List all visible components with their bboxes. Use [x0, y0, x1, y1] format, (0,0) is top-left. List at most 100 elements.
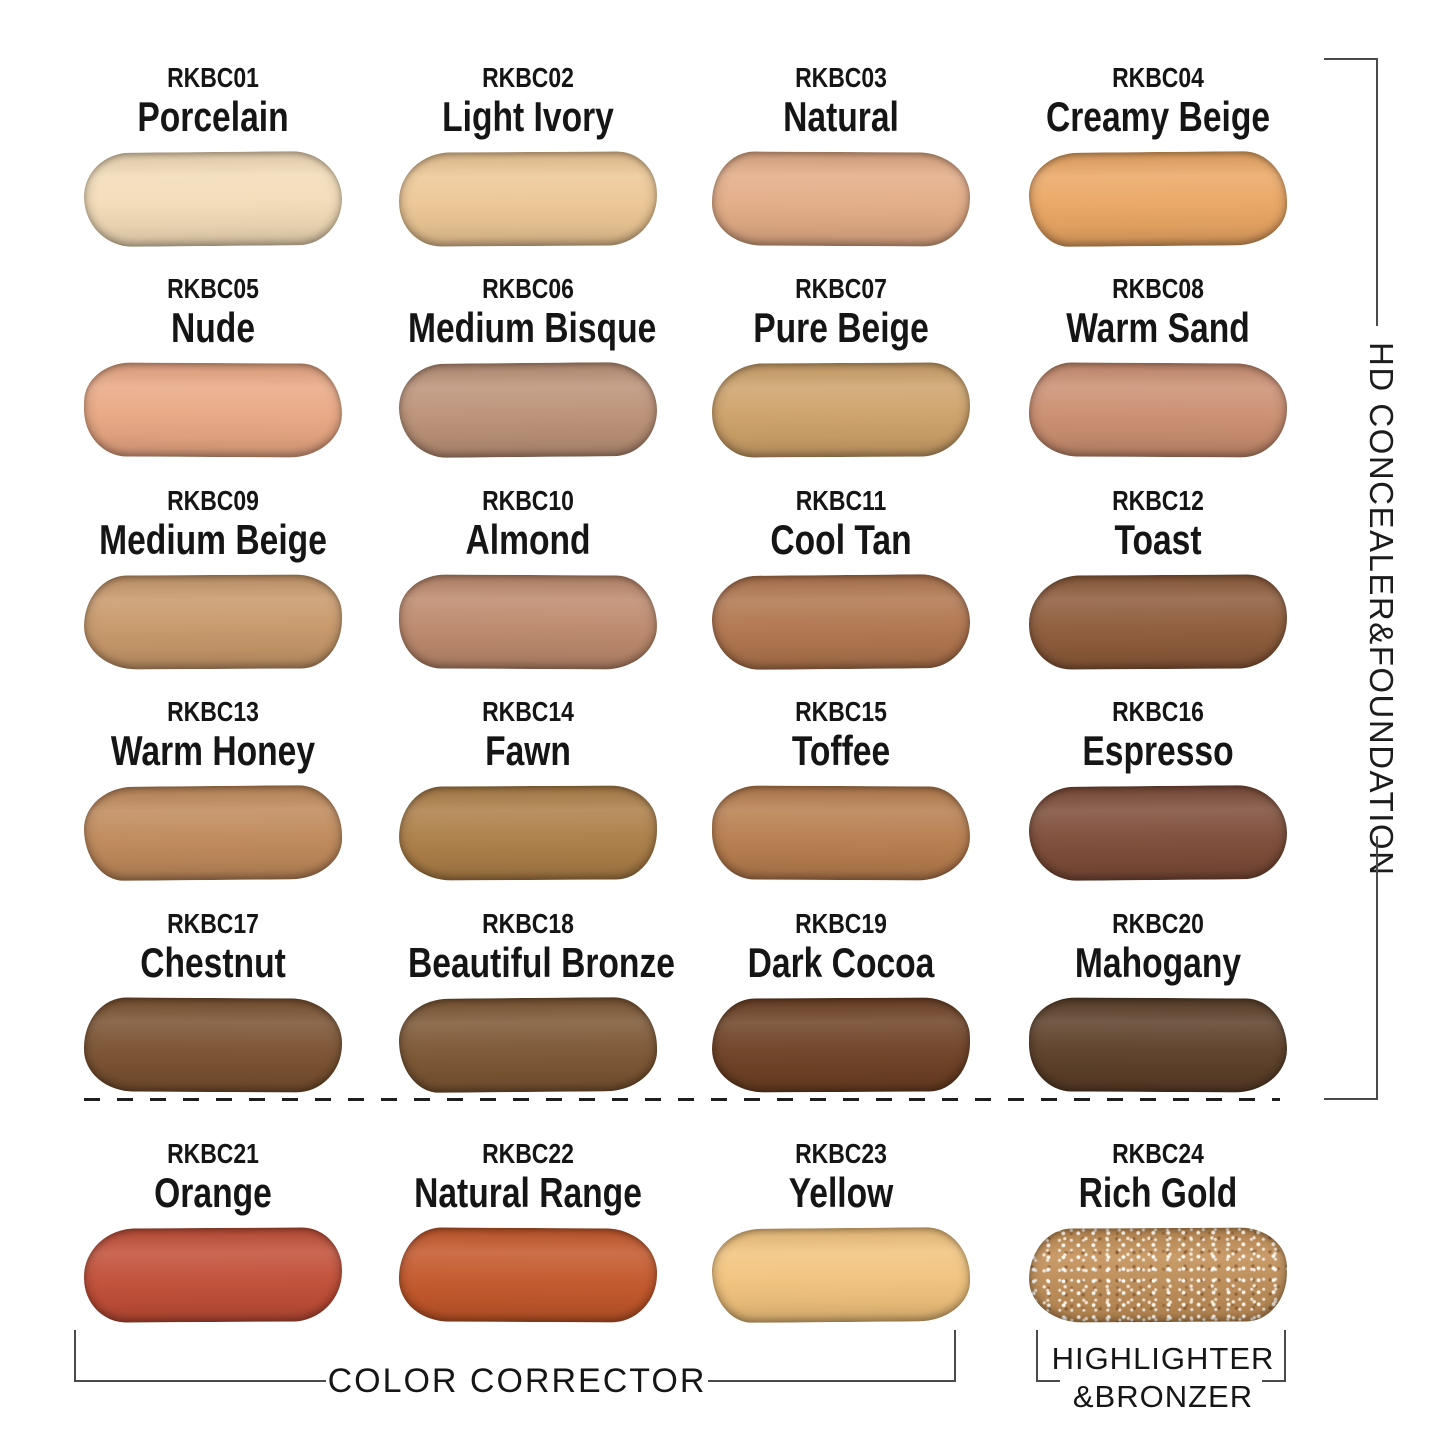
highlighter-bracket-right-foot	[1262, 1380, 1286, 1382]
shade-name: Cool Tan	[770, 516, 912, 563]
shade-name: Toast	[1114, 516, 1202, 563]
shade-name: Toffee	[791, 727, 891, 774]
corrector-section-label: COLOR CORRECTOR	[327, 1362, 707, 1400]
shade-swatch	[1028, 1227, 1288, 1323]
shade-code: RKBC21	[167, 1138, 259, 1169]
shade-code: RKBC05	[167, 273, 259, 304]
swatch-cell-rkbc08: RKBC08 Warm Sand	[1008, 273, 1308, 458]
shade-name: Rich Gold	[1078, 1169, 1238, 1216]
shade-code: RKBC16	[1112, 696, 1204, 727]
shade-code: RKBC14	[482, 696, 574, 727]
swatch-cell-rkbc06: RKBC06 Medium Bisque	[378, 273, 678, 459]
hd-bracket-top-foot	[1324, 58, 1378, 60]
shade-swatch	[83, 784, 343, 882]
highlighter-bracket-left-foot	[1036, 1380, 1060, 1382]
corrector-bracket-left-stub	[74, 1330, 76, 1382]
swatch-cell-rkbc07: RKBC07 Pure Beige	[691, 273, 991, 458]
shade-code: RKBC10	[482, 485, 574, 516]
shade-code: RKBC07	[795, 273, 887, 304]
hd-bracket-line-bottom	[1376, 836, 1378, 1100]
shade-code: RKBC24	[1112, 1138, 1204, 1169]
shade-name: Warm Sand	[1066, 304, 1250, 351]
swatch-cell-rkbc18: RKBC18 Beautiful Bronze	[378, 908, 678, 1094]
swatch-cell-rkbc19: RKBC19 Dark Cocoa	[691, 908, 991, 1093]
highlighter-bracket-right-corner	[1284, 1330, 1286, 1382]
shade-swatch	[83, 1227, 343, 1323]
swatch-cell-rkbc04: RKBC04 Creamy Beige	[1008, 62, 1308, 248]
hd-bracket-line-top	[1376, 58, 1378, 326]
swatch-cell-rkbc05: RKBC05 Nude	[63, 273, 363, 458]
swatch-cell-rkbc11: RKBC11 Cool Tan	[691, 485, 991, 671]
shade-name: Beautiful Bronze	[408, 939, 675, 986]
shade-swatch	[711, 785, 971, 881]
shade-swatch	[398, 151, 658, 247]
highlighter-bracket-left-corner	[1036, 1330, 1038, 1382]
shade-name: Dark Cocoa	[747, 939, 935, 986]
highlighter-section-label: HIGHLIGHTER &BRONZER	[1018, 1340, 1308, 1416]
shade-name: Creamy Beige	[1045, 93, 1271, 140]
shade-swatch	[711, 362, 971, 458]
shade-name: Yellow	[788, 1169, 894, 1216]
shade-name: Medium Bisque	[408, 304, 657, 351]
shade-swatch	[83, 150, 343, 248]
shade-name: Natural Range	[414, 1169, 642, 1216]
swatch-cell-rkbc22: RKBC22 Natural Range	[378, 1138, 678, 1323]
swatch-cell-rkbc02: RKBC02 Light Ivory	[378, 62, 678, 247]
shade-name: Chestnut	[140, 939, 286, 986]
swatch-cell-rkbc10: RKBC10 Almond	[378, 485, 678, 670]
shade-name: Espresso	[1082, 727, 1234, 774]
shade-swatch	[711, 151, 971, 247]
shade-name: Mahogany	[1074, 939, 1242, 986]
shade-name: Nude	[171, 304, 255, 351]
highlighter-label-line2: &BRONZER	[1072, 1379, 1254, 1414]
shade-code: RKBC13	[167, 696, 259, 727]
swatch-cell-rkbc23: RKBC23 Yellow	[691, 1138, 991, 1324]
swatch-cell-rkbc09: RKBC09 Medium Beige	[63, 485, 363, 670]
swatch-cell-rkbc03: RKBC03 Natural	[691, 62, 991, 247]
shade-swatch	[1028, 150, 1288, 248]
shade-swatch	[398, 1227, 658, 1323]
shade-swatch	[83, 574, 343, 670]
shade-code: RKBC11	[795, 485, 887, 516]
section-divider-dashed-line	[84, 1098, 1280, 1101]
shade-code: RKBC06	[482, 273, 574, 304]
swatch-cell-rkbc14: RKBC14 Fawn	[378, 696, 678, 881]
shade-name: Light Ivory	[442, 93, 614, 140]
shade-code: RKBC01	[167, 62, 259, 93]
corrector-bracket-right-stub	[954, 1330, 956, 1382]
highlighter-label-line1: HIGHLIGHTER	[1051, 1341, 1275, 1376]
shade-name: Fawn	[485, 727, 571, 774]
swatch-cell-rkbc12: RKBC12 Toast	[1008, 485, 1308, 670]
shade-code: RKBC20	[1112, 908, 1204, 939]
swatch-cell-rkbc20: RKBC20 Mahogany	[1008, 908, 1308, 1093]
shade-code: RKBC23	[795, 1138, 887, 1169]
shade-swatch	[398, 785, 658, 881]
shade-code: RKBC04	[1112, 62, 1204, 93]
shade-code: RKBC18	[482, 908, 574, 939]
shade-code: RKBC03	[795, 62, 887, 93]
shade-name: Medium Beige	[99, 516, 327, 563]
shade-name: Orange	[154, 1169, 272, 1216]
shade-swatch	[1028, 784, 1288, 882]
swatch-cell-rkbc17: RKBC17 Chestnut	[63, 908, 363, 1093]
shade-code: RKBC22	[482, 1138, 574, 1169]
swatch-cell-rkbc16: RKBC16 Espresso	[1008, 696, 1308, 882]
shade-swatch	[1028, 574, 1288, 670]
hd-bracket-bottom-foot	[1324, 1098, 1378, 1100]
shade-swatch	[711, 997, 971, 1093]
corrector-bracket-line-left	[74, 1380, 326, 1382]
shade-name: Pure Beige	[753, 304, 929, 351]
swatch-cell-rkbc01: RKBC01 Porcelain	[63, 62, 363, 248]
shade-name: Natural	[783, 93, 899, 140]
swatch-cell-rkbc13: RKBC13 Warm Honey	[63, 696, 363, 882]
shade-swatch	[83, 997, 343, 1093]
shade-swatch	[1028, 997, 1288, 1093]
shade-swatch	[398, 361, 658, 459]
shade-name: Porcelain	[137, 93, 289, 140]
corrector-bracket-line-right	[708, 1380, 956, 1382]
shade-swatch	[711, 573, 971, 671]
shade-swatch	[1028, 362, 1288, 458]
shade-code: RKBC15	[795, 696, 887, 727]
shade-code: RKBC02	[482, 62, 574, 93]
